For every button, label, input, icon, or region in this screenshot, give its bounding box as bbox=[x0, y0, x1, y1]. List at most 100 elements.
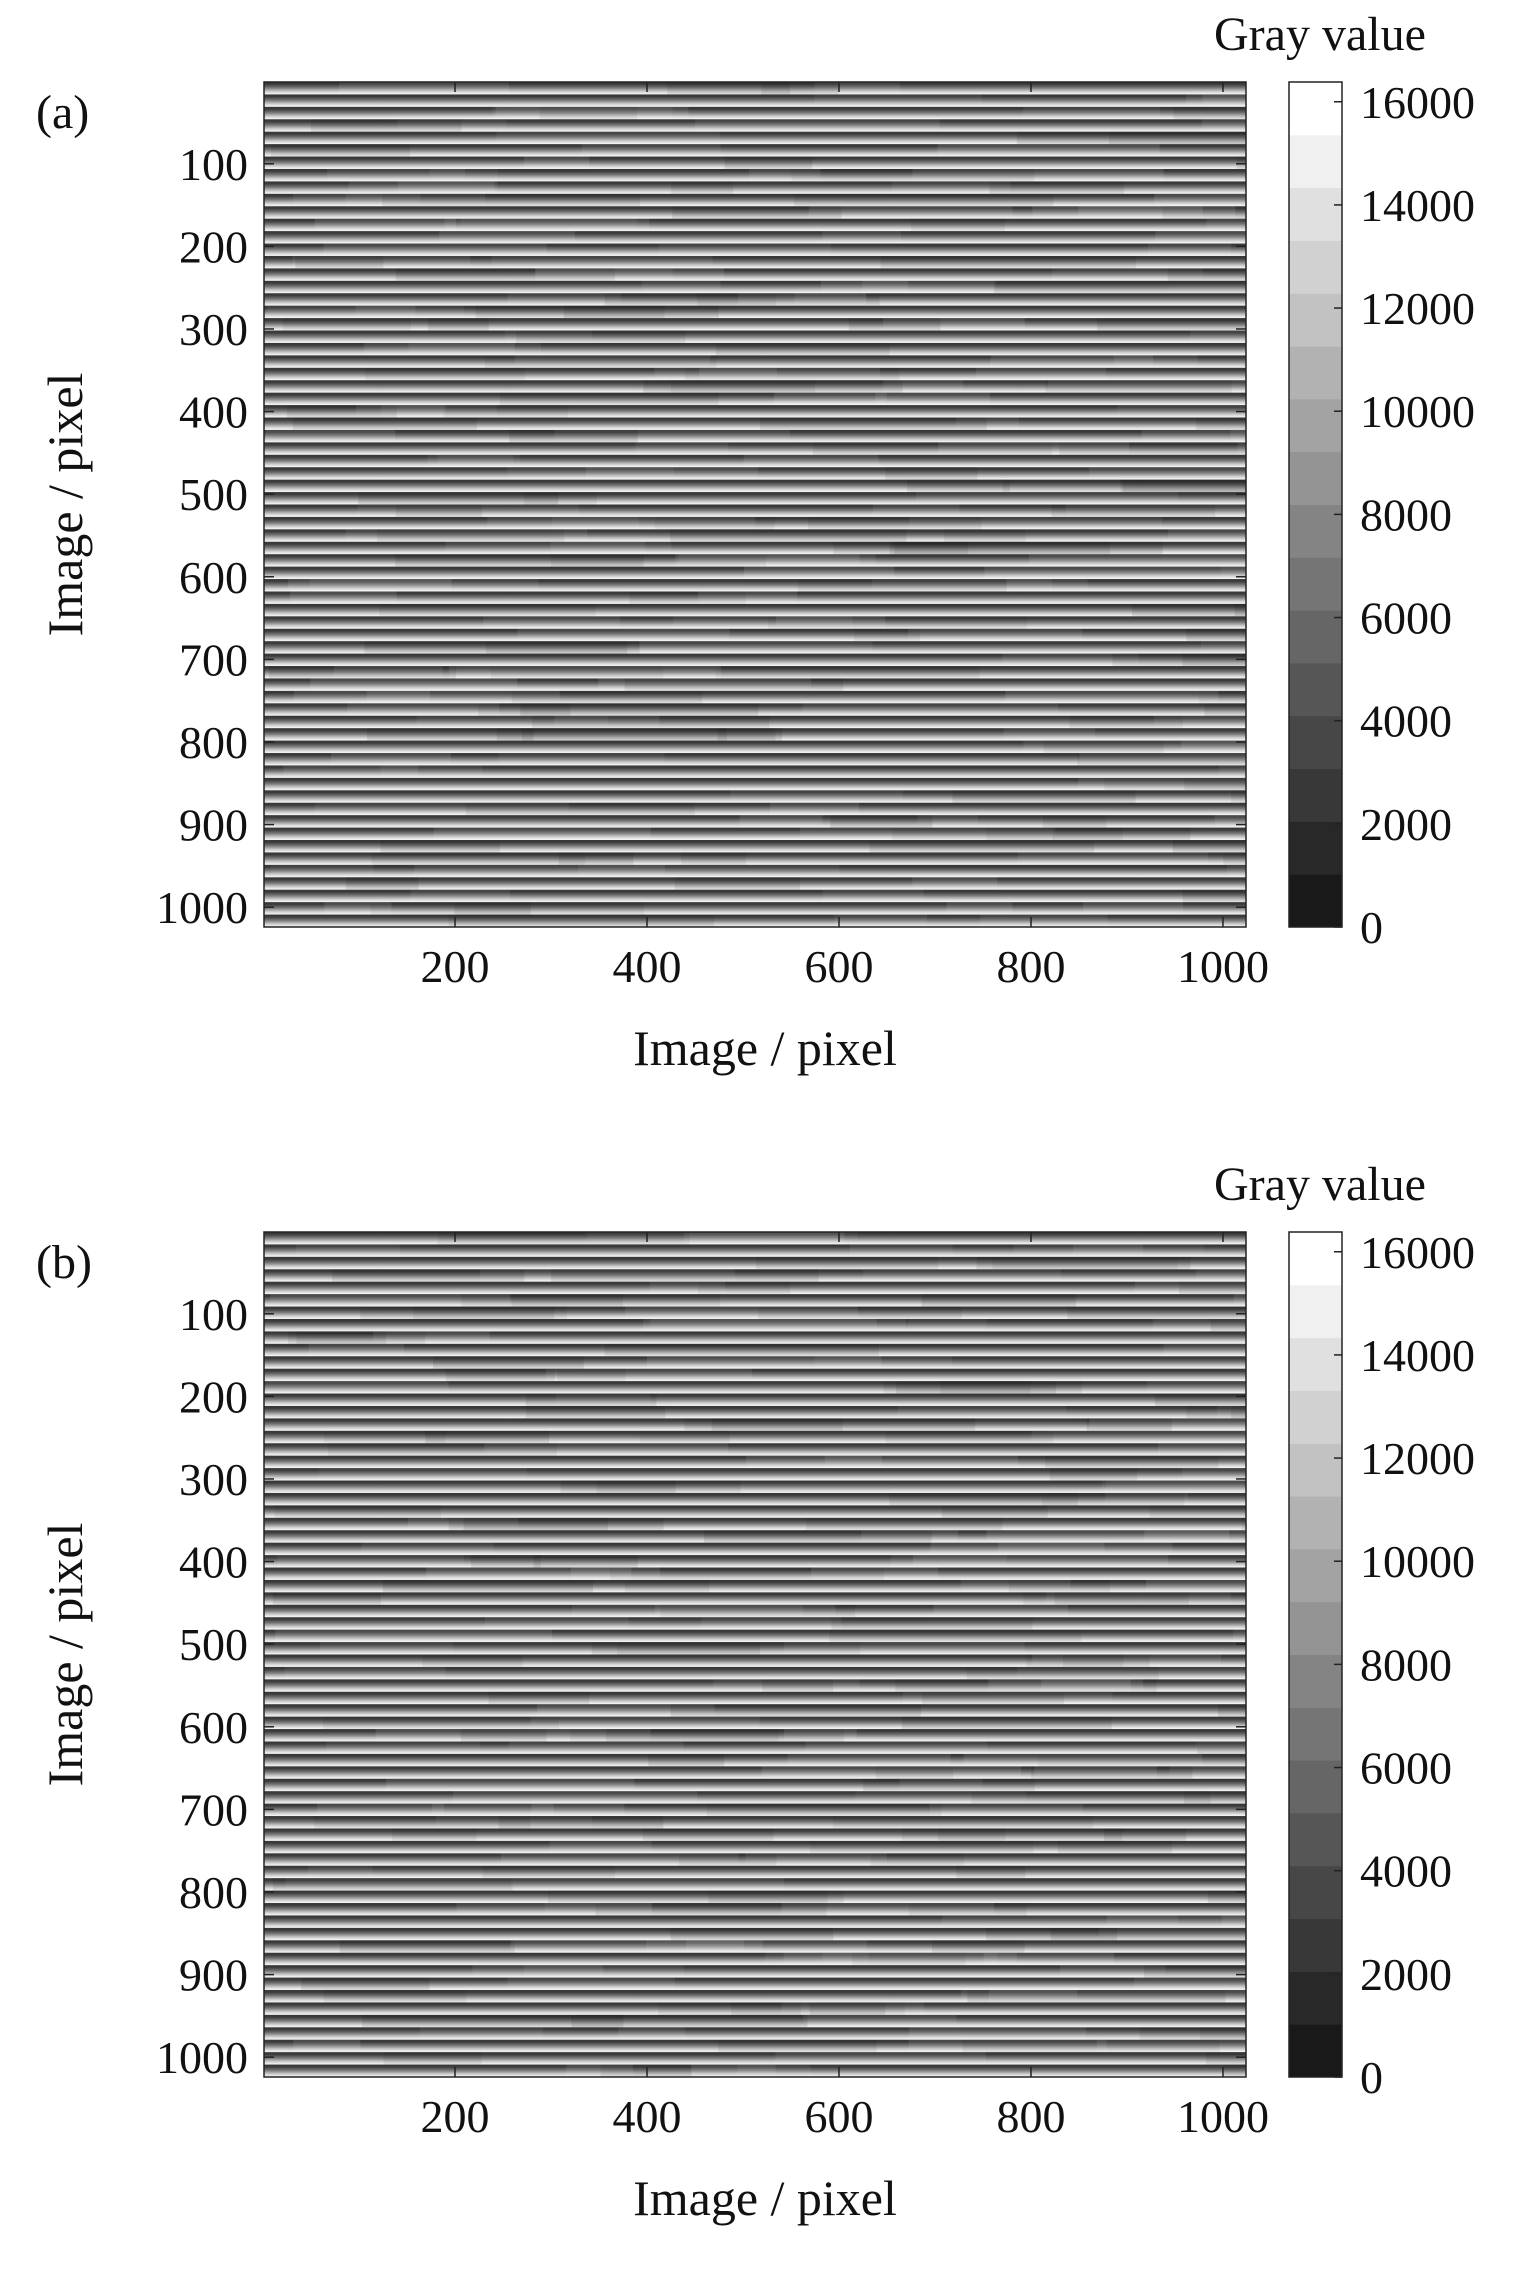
stripe-texture bbox=[315, 802, 569, 816]
stripe-texture bbox=[880, 255, 1136, 269]
stripe-texture bbox=[903, 1691, 1113, 1705]
fringe-stripe bbox=[264, 405, 1246, 418]
stripe-texture bbox=[907, 479, 1010, 493]
colorbar-level bbox=[1289, 1812, 1342, 1867]
stripe-texture bbox=[654, 367, 777, 381]
stripe-texture bbox=[781, 1903, 995, 1916]
stripe-texture bbox=[270, 1294, 511, 1307]
stripe-texture bbox=[397, 119, 507, 132]
fringe-stripe bbox=[264, 2064, 1246, 2077]
stripe-texture bbox=[1232, 1629, 1246, 1643]
stripe-texture bbox=[487, 516, 756, 530]
fringe-stripe bbox=[264, 728, 1246, 742]
stripe-texture bbox=[1101, 1480, 1246, 1493]
stripe-texture bbox=[774, 392, 887, 406]
stripe-texture bbox=[379, 603, 596, 617]
stripe-texture bbox=[1048, 380, 1246, 393]
stripe-texture bbox=[327, 1443, 557, 1456]
panel-label: (a) bbox=[36, 86, 89, 139]
stripe-texture bbox=[555, 1393, 651, 1406]
stripe-texture bbox=[658, 2002, 905, 2015]
stripe-texture bbox=[758, 1306, 962, 1319]
fringe-stripe bbox=[264, 1840, 1246, 1854]
stripe-texture bbox=[1186, 94, 1246, 107]
stripe-texture bbox=[355, 305, 416, 319]
fringe-stripe bbox=[264, 1890, 1246, 1904]
stripe-texture bbox=[365, 367, 526, 381]
stripe-texture bbox=[1182, 653, 1246, 667]
stripe-texture bbox=[427, 454, 520, 468]
stripe-texture bbox=[366, 728, 534, 741]
y-tick-label: 700 bbox=[179, 1784, 248, 1835]
colorbar-tick-label: 12000 bbox=[1360, 283, 1475, 334]
y-tick-label: 800 bbox=[179, 717, 248, 768]
stripe-texture bbox=[648, 1753, 725, 1767]
stripe-texture bbox=[480, 1269, 735, 1282]
stripe-texture bbox=[535, 268, 673, 281]
stripe-texture bbox=[718, 2039, 877, 2053]
fringe-stripe bbox=[264, 1530, 1246, 1544]
stripe-texture bbox=[551, 554, 767, 567]
x-tick-label: 400 bbox=[613, 2091, 682, 2142]
fringe-stripe bbox=[264, 380, 1246, 394]
fringe-stripe bbox=[264, 1381, 1246, 1394]
fringe-stripe bbox=[264, 1256, 1246, 1270]
fringe-stripe bbox=[264, 1642, 1246, 1655]
stripe-texture bbox=[382, 193, 640, 207]
stripe-texture bbox=[1178, 1281, 1246, 1295]
fringe-stripe bbox=[264, 1281, 1246, 1295]
panel-label: (b) bbox=[36, 1236, 92, 1289]
stripe-texture bbox=[439, 231, 575, 244]
colorbar-level bbox=[1289, 187, 1342, 241]
stripe-texture bbox=[1196, 1741, 1246, 1754]
stripe-texture bbox=[286, 405, 397, 418]
fringe-stripe bbox=[264, 678, 1246, 692]
stripe-texture bbox=[524, 1965, 684, 1978]
stripe-texture bbox=[897, 1405, 1067, 1419]
stripe-texture bbox=[990, 355, 1153, 368]
stripe-texture bbox=[814, 82, 901, 95]
stripe-texture bbox=[1198, 690, 1246, 704]
stripe-texture bbox=[348, 181, 498, 194]
stripe-texture bbox=[1029, 554, 1246, 567]
stripe-texture bbox=[499, 392, 719, 406]
stripe-texture bbox=[1146, 1579, 1246, 1593]
fringe-stripe bbox=[264, 305, 1246, 319]
stripe-texture bbox=[743, 566, 895, 580]
stripe-texture bbox=[894, 541, 1111, 555]
stripe-texture bbox=[525, 1393, 657, 1406]
stripe-texture bbox=[1153, 715, 1246, 729]
stripe-texture bbox=[539, 106, 638, 120]
stripe-texture bbox=[639, 1430, 730, 1444]
fringe-stripe bbox=[264, 131, 1246, 145]
stripe-texture bbox=[386, 1778, 635, 1792]
stripe-texture bbox=[1008, 1579, 1110, 1593]
stripe-texture bbox=[471, 1555, 541, 1568]
stripe-texture bbox=[482, 1865, 616, 1879]
fringe-stripe bbox=[264, 1393, 1246, 1407]
stripe-texture bbox=[1221, 566, 1246, 580]
stripe-texture bbox=[533, 1555, 638, 1568]
stripe-texture bbox=[1065, 504, 1246, 517]
stripe-texture bbox=[1086, 1418, 1172, 1431]
fringe-stripe bbox=[264, 1977, 1246, 1991]
stripe-texture bbox=[426, 1567, 632, 1580]
fringe-stripe bbox=[264, 864, 1246, 878]
stripe-texture bbox=[1217, 1405, 1246, 1419]
stripe-texture bbox=[1005, 690, 1219, 704]
stripe-texture bbox=[545, 1368, 752, 1382]
stripe-texture bbox=[530, 1716, 760, 1730]
stripe-texture bbox=[587, 1232, 858, 1245]
x-tick-label: 600 bbox=[804, 2091, 873, 2142]
y-tick-label: 400 bbox=[179, 387, 248, 438]
fringe-stripe bbox=[264, 703, 1246, 717]
fringe-stripe bbox=[264, 740, 1246, 754]
stripe-texture bbox=[940, 1381, 1082, 1394]
stripe-texture bbox=[570, 1567, 661, 1580]
stripe-texture bbox=[769, 802, 860, 816]
stripe-texture bbox=[746, 1455, 883, 1469]
stripe-texture bbox=[407, 1517, 519, 1531]
stripe-texture bbox=[635, 442, 729, 455]
stripe-texture bbox=[988, 1679, 1131, 1692]
stripe-texture bbox=[285, 1878, 513, 1891]
